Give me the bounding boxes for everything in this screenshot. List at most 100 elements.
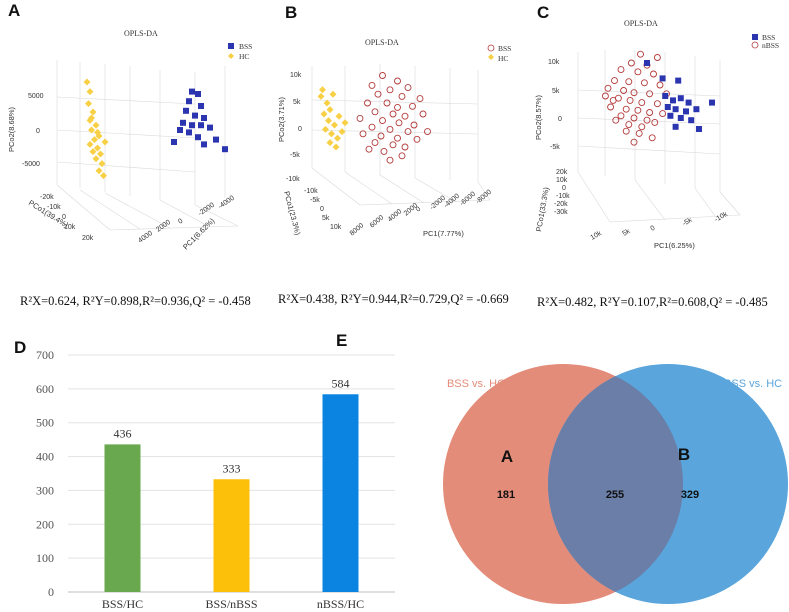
point-nbss-7: [611, 77, 618, 85]
panel-c-title: OPLS-DA: [624, 19, 658, 28]
point-bss-9: [198, 122, 204, 129]
point-bss-23: [424, 128, 431, 136]
bar-category-label-0: BSS/HC: [102, 597, 143, 611]
point-bss-3: [386, 86, 394, 94]
point-hc-9: [328, 130, 335, 138]
point-hc-8: [322, 125, 329, 133]
c-xtick-1: 10k: [556, 177, 568, 184]
b-ztick-1: 5k: [293, 99, 301, 106]
point-bss-19: [410, 121, 418, 129]
c-ytick-2: 0: [650, 225, 657, 233]
point-bss-5: [374, 90, 382, 98]
venn-count-right: 329: [681, 489, 699, 501]
c-ztick-2: 0: [558, 116, 562, 123]
point-nbss-28: [638, 123, 646, 131]
point-bss-16: [709, 99, 715, 106]
a-ztick-2: -5000: [22, 161, 40, 168]
panel-c-legend: BSS nBSS: [751, 33, 779, 50]
point-hc-12: [97, 150, 104, 158]
point-nbss-10: [656, 81, 664, 89]
a-xtick-1: -10k: [47, 204, 61, 211]
point-bss-0: [644, 60, 650, 66]
point-hc-17: [94, 128, 101, 136]
bar-nbss-hc: [322, 394, 359, 592]
b-ytick-2: 4000: [387, 208, 404, 223]
point-bss-13: [195, 134, 201, 141]
point-hc-10: [334, 134, 341, 142]
bar-category-label-1: BSS/nBSS: [205, 597, 257, 611]
panel-b-title: OPLS-DA: [365, 38, 399, 47]
point-nbss-35: [659, 110, 667, 118]
panel-d: D 0 100 200 300 400 500 600 700 436 BSS/HC 333 BSS…: [14, 338, 395, 611]
point-nbss-32: [622, 127, 630, 135]
point-nbss-30: [612, 116, 620, 124]
a-ztick-0: 5000: [28, 93, 44, 100]
point-nbss-12: [620, 87, 628, 94]
point-hc-13: [92, 155, 100, 163]
a-zaxis-label: PCo2(8.68%): [7, 106, 16, 152]
point-bss-7: [664, 104, 671, 110]
bar-category-label-2: nBSS/HC: [317, 597, 364, 611]
point-bss-13: [688, 117, 695, 124]
point-hc-14: [98, 160, 106, 168]
point-bss-15: [171, 139, 177, 145]
point-bss-6: [685, 99, 692, 106]
a-xtick-0: -20k: [40, 194, 54, 201]
point-nbss-19: [653, 100, 661, 108]
point-bss-10: [207, 124, 213, 131]
point-bss-4: [670, 97, 676, 104]
panel-a-title: OPLS-DA: [124, 29, 158, 38]
point-bss-16: [201, 141, 207, 148]
a-ytick-0: 4000: [137, 230, 154, 245]
point-nbss-26: [643, 116, 651, 124]
panel-a-legend: BSS HC: [228, 42, 252, 61]
point-bss-30: [401, 143, 409, 151]
c-ytick-0: 10k: [590, 230, 604, 242]
legend-b-bss-marker: [487, 44, 495, 52]
point-bss-4: [404, 84, 412, 92]
legend-b-hc-marker: [488, 54, 494, 60]
point-hc-1: [317, 92, 325, 100]
c-ztick-1: 5k: [552, 88, 560, 95]
a-xtick-4: 20k: [82, 235, 94, 242]
bar-value-label-1: 333: [223, 461, 241, 475]
point-hc-10: [94, 144, 101, 152]
c-xtick-4: -20k: [554, 201, 568, 208]
legend-bss-marker: [228, 43, 234, 49]
point-bss-15: [419, 110, 427, 118]
bar-ytick-3: 300: [36, 483, 54, 497]
point-bss-5: [677, 95, 684, 102]
point-nbss-29: [651, 118, 659, 126]
point-hc-4: [326, 106, 334, 114]
b-xtick-1: -5k: [310, 197, 320, 204]
point-hc-13: [338, 128, 346, 136]
point-nbss-22: [634, 106, 642, 114]
point-nbss-11: [604, 84, 612, 92]
point-hc-2: [85, 100, 92, 108]
bar-ytick-0: 0: [48, 585, 54, 599]
point-hc-16: [100, 172, 107, 180]
legend-hc-marker: [228, 53, 234, 59]
venn-label-right: nBSS vs. HC: [718, 378, 782, 390]
point-bss-34: [386, 156, 394, 164]
legend-c-bss-label: BSS: [762, 33, 775, 42]
point-bss-15: [696, 126, 702, 132]
point-hc-5: [320, 110, 328, 118]
panel-b-grid: [311, 64, 491, 206]
panel-letter-e: E: [336, 331, 347, 350]
bar-ytick-1: 100: [36, 551, 54, 565]
point-bss-12: [371, 108, 379, 116]
point-bss-32: [398, 152, 406, 160]
b-xtick-2: 0: [320, 206, 324, 213]
c-xaxis-label: PCo1(33.3%): [534, 186, 551, 232]
venn-label-left: BSS vs. HC: [447, 378, 505, 390]
legend-hc-label: HC: [239, 52, 249, 61]
point-bss-1: [394, 77, 401, 85]
bar-ytick-5: 500: [36, 416, 54, 430]
b-ztick-3: -5k: [290, 152, 300, 159]
panel-letter-c: C: [537, 3, 549, 22]
panel-c: C OPLS-DA BSS nBSS 10k 5k 0 -5k: [534, 3, 779, 309]
b-ztick-2: 0: [298, 126, 302, 133]
c-xtick-2: 0: [562, 185, 566, 192]
